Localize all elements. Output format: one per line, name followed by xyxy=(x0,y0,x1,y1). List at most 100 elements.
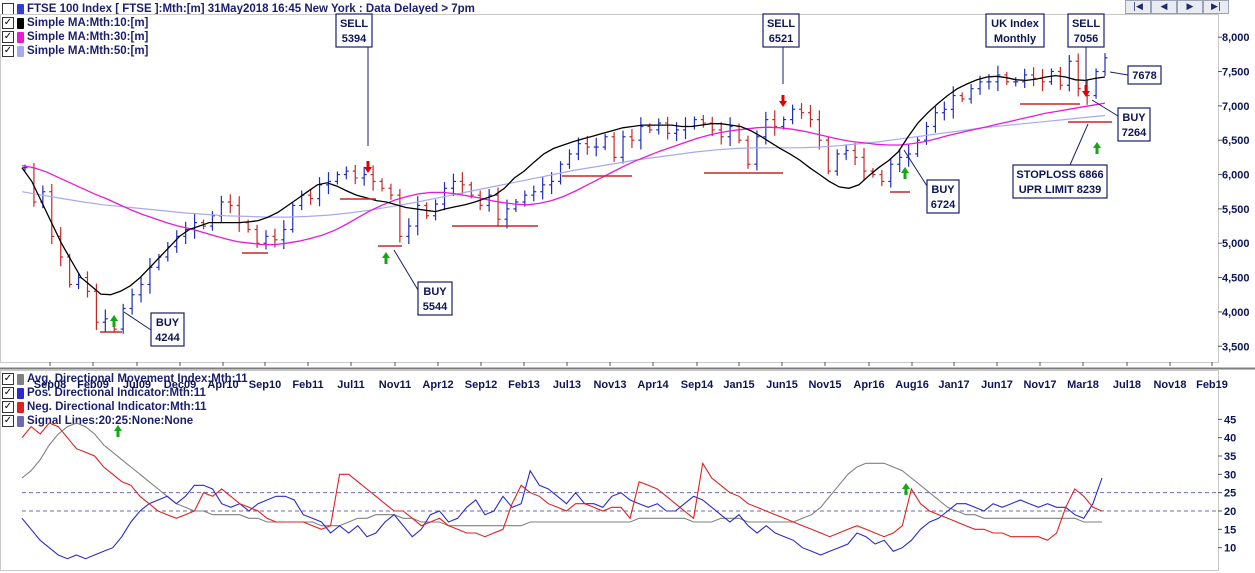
price-x-tick-label: Nov13 xyxy=(593,379,626,391)
sell-arrow-icon xyxy=(1082,85,1090,97)
legend-item[interactable]: ✓ Signal Lines:20:25:None:None xyxy=(2,414,193,428)
legend-label: Signal Lines:20:25:None:None xyxy=(27,415,194,427)
indicator-buy-arrow-icon xyxy=(902,483,910,495)
buy-signal-callout-text: BUY xyxy=(423,286,447,298)
buy-arrow-icon xyxy=(382,252,390,264)
sell-signal-callout-box xyxy=(762,13,800,48)
price-x-tick-label: Feb13 xyxy=(508,379,540,391)
legend-checkbox[interactable]: ✓ xyxy=(2,17,14,29)
pdi-line xyxy=(21,469,1103,560)
legend-checkbox[interactable]: ✓ xyxy=(2,31,14,43)
uk-index-callout-text: UK Index xyxy=(991,18,1040,30)
legend-label: FTSE 100 Index [ FTSE ]:Mth:[m] 31May201… xyxy=(27,3,475,15)
price-x-tick-label: Apr12 xyxy=(422,379,453,391)
indicator-y-tick-label: 20 xyxy=(1224,506,1236,518)
price-x-tick-label: Sep14 xyxy=(681,379,714,391)
legend-swatch xyxy=(17,17,24,29)
sell-arrow-icon xyxy=(364,161,372,173)
price-x-tick-label: Dec09 xyxy=(164,379,196,391)
ma30-line xyxy=(21,102,1106,246)
sell-signal-callout-box xyxy=(1067,13,1105,48)
callout-leader xyxy=(1109,71,1129,76)
legend-swatch xyxy=(17,45,24,57)
legend-item[interactable]: ✓ Simple MA:Mth:10:[m] xyxy=(2,16,148,30)
legend-item[interactable]: ✓ Pos. Directional Indicator:Mth:11 xyxy=(2,386,206,400)
price-x-tick-label: Jul11 xyxy=(337,379,365,391)
callout-leader xyxy=(1091,99,1119,117)
uk-index-callout-box xyxy=(985,13,1045,48)
price-x-tick-label: Nov17 xyxy=(1023,379,1056,391)
price-y-tick-label: 7,500 xyxy=(1222,67,1250,79)
price-x-tick-label: Feb09 xyxy=(77,379,109,391)
uk-index-callout-text: Monthly xyxy=(994,33,1037,45)
price-x-tick-label: Feb19 xyxy=(1196,379,1228,391)
sell-signal-callout-text: 6521 xyxy=(769,33,793,45)
legend-label: Avg. Directional Movement Index:Mth:11 xyxy=(27,373,248,385)
legend-checkbox[interactable]: ✓ xyxy=(2,373,14,385)
price-x-tick-label: Jan17 xyxy=(938,379,969,391)
price-y-tick-label: 5,000 xyxy=(1222,238,1250,250)
price-y-tick-label: 3,500 xyxy=(1222,341,1250,353)
indicator-buy-arrow-icon xyxy=(114,425,122,437)
legend-label: Pos. Directional Indicator:Mth:11 xyxy=(27,387,206,399)
buy-signal-callout-text: BUY xyxy=(931,184,955,196)
price-y-tick-label: 4,500 xyxy=(1222,273,1250,285)
nav-button-3[interactable]: ▶| xyxy=(1203,0,1229,14)
buy-signal-callout-text: 4244 xyxy=(155,332,180,344)
price-y-tick-label: 5,500 xyxy=(1222,204,1250,216)
price-x-tick-label: Sep12 xyxy=(465,379,497,391)
legend-checkbox[interactable]: ✓ xyxy=(2,45,14,57)
legend-label: Simple MA:Mth:10:[m] xyxy=(27,17,149,29)
buy-signal-callout-text: BUY xyxy=(156,317,180,329)
sell-signal-callout-text: SELL xyxy=(340,18,368,30)
price-x-tick-label: Nov15 xyxy=(808,379,841,391)
price-x-tick-label: Apr14 xyxy=(637,379,669,391)
price-x-tick-label: Mar18 xyxy=(1067,379,1099,391)
legend-checkbox[interactable]: ✓ xyxy=(2,401,14,413)
price-y-tick-label: 6,000 xyxy=(1222,170,1250,182)
buy-signal-callout-box xyxy=(1117,107,1151,142)
price-x-tick-label: Sep08 xyxy=(34,379,66,391)
price-x-tick-label: Jul18 xyxy=(1113,379,1141,391)
buy-signal-callout-text: BUY xyxy=(1122,112,1146,124)
legend-item[interactable]: ✓ Avg. Directional Movement Index:Mth:11 xyxy=(2,372,248,386)
nav-button-0[interactable]: |◀ xyxy=(1125,0,1151,14)
price-y-tick-label: 4,000 xyxy=(1222,307,1250,319)
legend-checkbox[interactable]: ✓ xyxy=(2,387,14,399)
buy-signal-callout-text: 5544 xyxy=(423,301,448,313)
buy-signal-callout-box xyxy=(150,312,185,347)
buy-signal-callout-text: 6724 xyxy=(931,199,956,211)
nav-button-1[interactable]: ◀ xyxy=(1151,0,1177,14)
indicator-y-tick-label: 25 xyxy=(1224,488,1236,500)
legend-item[interactable]: ✓ Simple MA:Mth:30:[m] xyxy=(2,30,148,44)
price-x-tick-label: Sep10 xyxy=(249,379,281,391)
ma10-line xyxy=(21,74,1106,296)
stoploss-callout-text: STOPLOSS 6866 xyxy=(1016,169,1103,181)
ma50-line xyxy=(21,114,1106,218)
legend-swatch xyxy=(17,31,24,43)
legend-item[interactable]: FTSE 100 Index [ FTSE ]:Mth:[m] 31May201… xyxy=(2,2,475,16)
indicator-y-tick-label: 10 xyxy=(1224,543,1236,555)
buy-arrow-icon xyxy=(110,315,118,327)
legend-checkbox[interactable]: ✓ xyxy=(2,415,14,427)
legend-item[interactable]: ✓ Simple MA:Mth:50:[m] xyxy=(2,44,148,58)
callout-leader xyxy=(903,149,928,187)
price-x-tick-label: Nov18 xyxy=(1153,379,1186,391)
buy-signal-callout-box xyxy=(417,281,453,316)
legend-item[interactable]: ✓ Neg. Directional Indicator:Mth:11 xyxy=(2,400,207,414)
indicator-panel-frame xyxy=(0,370,1219,571)
buy-arrow-icon xyxy=(901,167,909,179)
legend-swatch xyxy=(17,387,24,399)
sell-signal-callout-text: 7056 xyxy=(1074,33,1098,45)
price-y-tick-label: 8,000 xyxy=(1222,32,1250,44)
sell-arrow-icon xyxy=(779,95,787,107)
legend-swatch xyxy=(17,373,24,385)
adx-line xyxy=(21,422,1102,527)
legend-swatch xyxy=(17,401,24,413)
sell-signal-callout-text: SELL xyxy=(767,18,795,30)
sell-signal-callout-text: 5394 xyxy=(342,33,367,45)
price-x-tick-label: Jul13 xyxy=(553,379,581,391)
nav-button-2[interactable]: ▶ xyxy=(1177,0,1203,14)
price-x-tick-label: Jun17 xyxy=(981,379,1013,391)
